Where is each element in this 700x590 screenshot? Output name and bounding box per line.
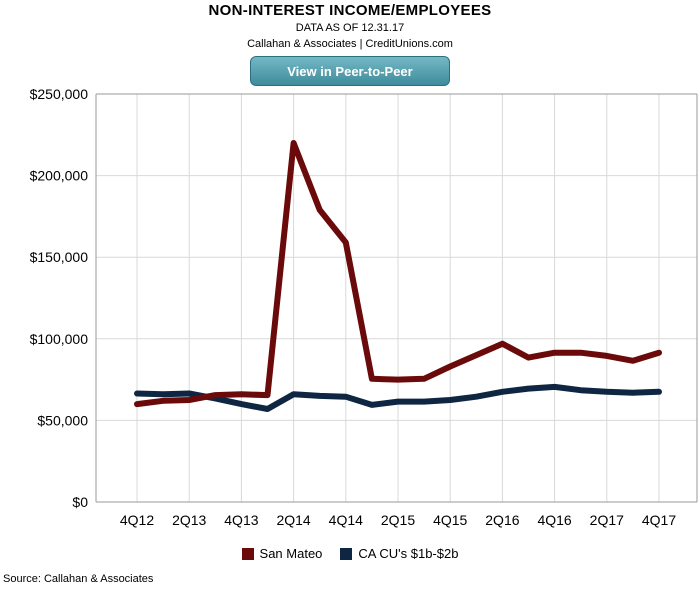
- x-tick-label: 4Q17: [642, 512, 676, 528]
- x-tick-label: 4Q15: [433, 512, 467, 528]
- chart-title: NON-INTEREST INCOME/EMPLOYEES: [208, 2, 492, 19]
- series-lines: [134, 140, 662, 412]
- axes: [95, 93, 698, 503]
- x-tick-label: 2Q15: [381, 512, 415, 528]
- legend-swatch-san-mateo: [241, 547, 254, 560]
- legend-item-ca-cus[interactable]: CA CU's $1b-$2b: [340, 546, 458, 561]
- x-tick-label: 2Q16: [485, 512, 519, 528]
- line-chart: $0 $50,000 $100,000 $150,000 $200,000 $250,00…: [30, 86, 698, 528]
- x-tick-label: 4Q16: [537, 512, 571, 528]
- y-tick-label: $50,000: [37, 412, 88, 428]
- legend-label-ca-cus: CA CU's $1b-$2b: [358, 546, 459, 561]
- view-in-peer-to-peer-button[interactable]: View in Peer-to-Peer: [250, 56, 450, 86]
- grid-lines: [96, 93, 697, 503]
- x-tick-label: 2Q17: [590, 512, 624, 528]
- y-tick-label: $250,000: [30, 86, 89, 102]
- y-tick-labels: $0 $50,000 $100,000 $150,000 $200,000 $250,00…: [30, 86, 89, 510]
- legend: San Mateo CA CU's $1b-$2b: [0, 546, 700, 561]
- y-tick-label: $150,000: [30, 249, 89, 265]
- x-tick-label: 4Q14: [329, 512, 363, 528]
- y-tick-label: $100,000: [30, 331, 89, 347]
- legend-label-san-mateo: San Mateo: [259, 546, 323, 561]
- y-tick-label: $0: [72, 494, 88, 510]
- x-tick-label: 4Q13: [224, 512, 258, 528]
- chart-subtitle: DATA AS OF 12.31.17: [295, 22, 405, 34]
- legend-item-san-mateo[interactable]: San Mateo: [241, 546, 323, 561]
- chart-attribution: Callahan & Associates | CreditUnions.com: [247, 38, 453, 50]
- footer-source: Source: Callahan & Associates: [3, 573, 154, 585]
- x-tick-label: 4Q12: [120, 512, 154, 528]
- legend-swatch-ca-cus: [340, 547, 353, 560]
- x-tick-label: 2Q14: [276, 512, 310, 528]
- series-line-san-mateo: [134, 140, 662, 408]
- y-tick-label: $200,000: [30, 168, 89, 184]
- series-line-ca-cus: [134, 383, 662, 412]
- x-tick-labels: 4Q12 2Q13 4Q13 2Q14 4Q14 2Q15 4Q15 2Q16 4Q16 2Q17…: [120, 512, 676, 528]
- x-tick-label: 2Q13: [172, 512, 206, 528]
